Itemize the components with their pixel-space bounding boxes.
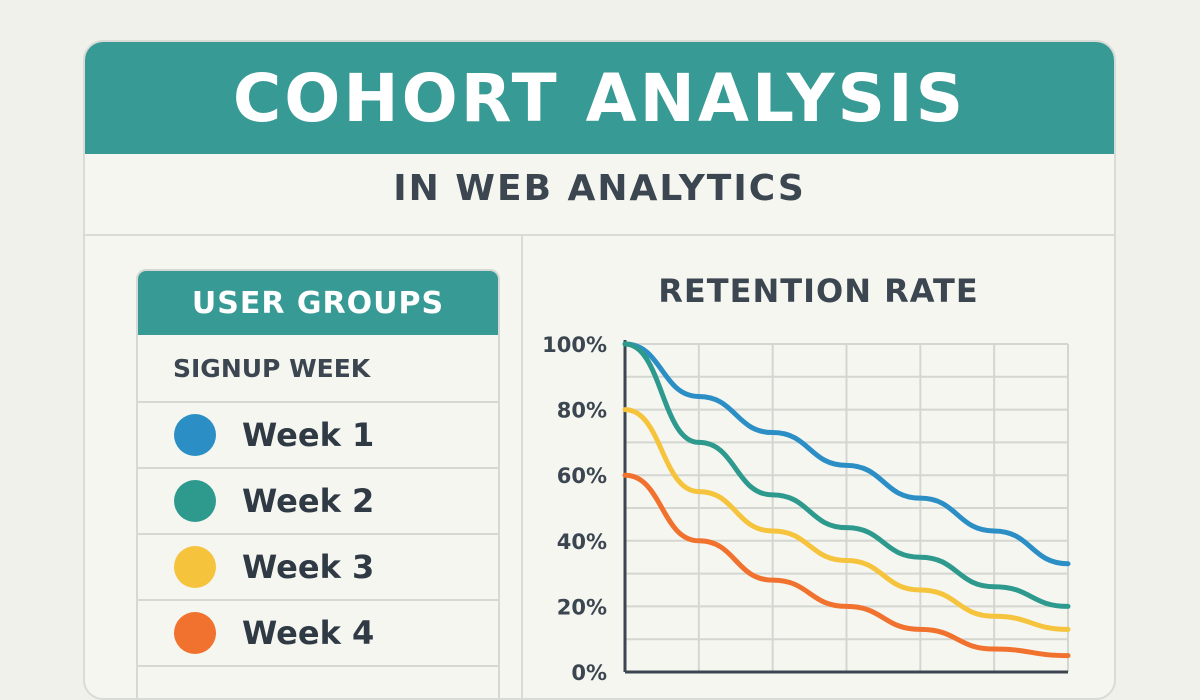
legend-dot-week-4 xyxy=(174,612,216,654)
chart-title: RETENTION RATE xyxy=(658,272,979,310)
header-divider xyxy=(85,234,1114,236)
page-title: COHORT ANALYSIS xyxy=(232,59,967,137)
legend-label-week-1: Week 1 xyxy=(242,416,375,454)
series-line-week-1 xyxy=(622,341,1071,567)
series-line-week-4 xyxy=(622,472,1071,659)
y-tick-label: 20% xyxy=(557,595,607,619)
cohort-card: COHORT ANALYSIS IN WEB ANALYTICS USER GR… xyxy=(83,40,1116,700)
series-line-week-3 xyxy=(622,407,1071,632)
y-tick-label: 60% xyxy=(557,464,607,488)
legend-dot-week-3 xyxy=(174,546,216,588)
legend-label-week-4: Week 4 xyxy=(242,614,375,652)
legend-item-week-2: Week 2 xyxy=(138,469,498,535)
series-line-week-2 xyxy=(622,341,1071,609)
legend-label-week-3: Week 3 xyxy=(242,548,375,586)
panel-divider xyxy=(521,236,523,698)
y-tick-label: 0% xyxy=(571,661,607,685)
retention-line-chart: 0% 20% 40% 60% 80% 100% xyxy=(542,333,1071,685)
legend-dot-week-1 xyxy=(174,414,216,456)
legend-item-week-4: Week 4 xyxy=(138,601,498,667)
y-tick-label: 80% xyxy=(557,399,607,423)
legend-panel: USER GROUPS SIGNUP WEEK Week 1 Week 2 We… xyxy=(136,269,500,698)
legend-dot-week-2 xyxy=(174,480,216,522)
page-subtitle: IN WEB ANALYTICS xyxy=(393,168,806,209)
y-tick-label: 100% xyxy=(542,333,607,357)
y-tick-label: 40% xyxy=(557,530,607,554)
legend-subtitle: SIGNUP WEEK xyxy=(138,335,498,403)
legend-label-week-2: Week 2 xyxy=(242,482,375,520)
legend-item-week-3: Week 3 xyxy=(138,535,498,601)
legend-item-week-1: Week 1 xyxy=(138,403,498,469)
title-banner: COHORT ANALYSIS xyxy=(85,42,1114,154)
legend-title: USER GROUPS xyxy=(138,271,498,335)
